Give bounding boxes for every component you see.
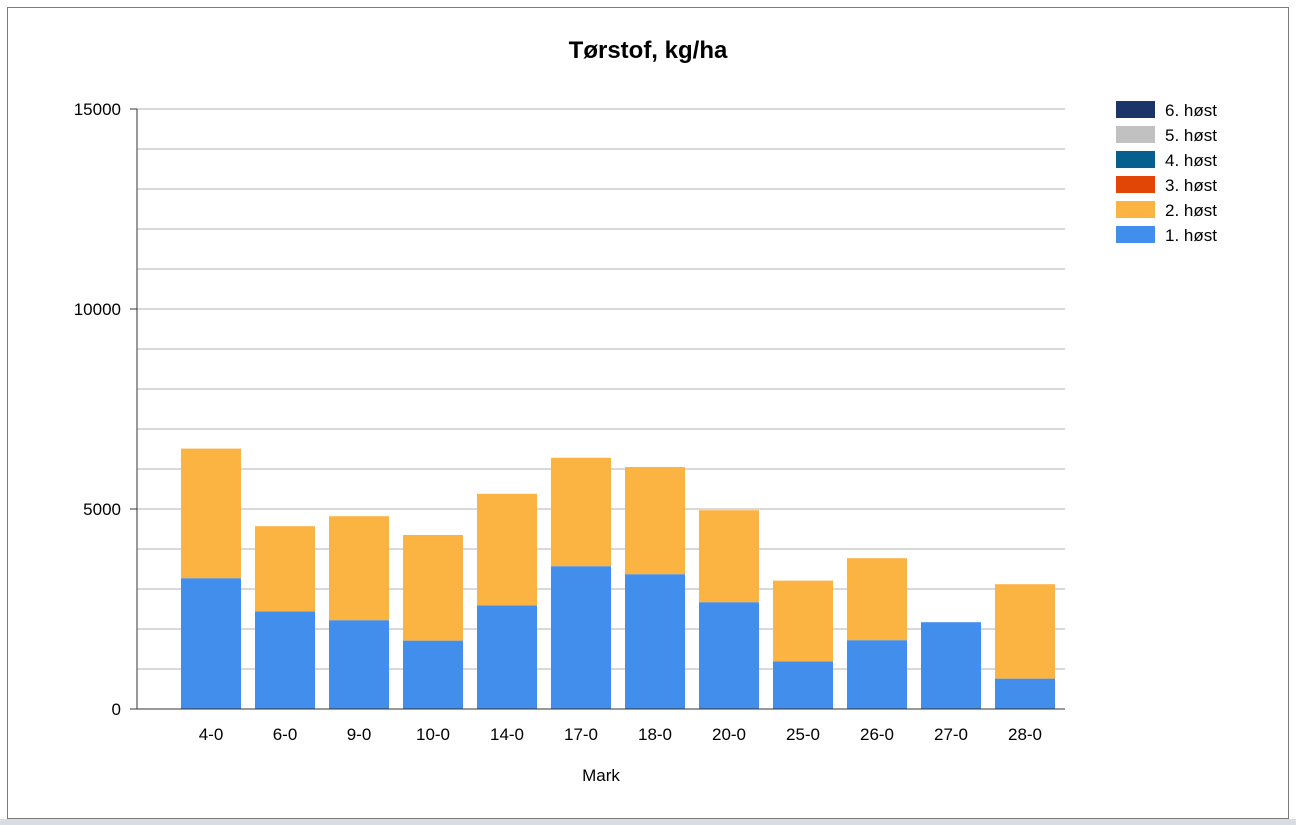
bar-segment xyxy=(847,640,907,709)
bar-segment xyxy=(773,580,833,662)
legend-swatch xyxy=(1116,101,1155,118)
bar-segment xyxy=(921,622,981,709)
y-tick-label: 15000 xyxy=(74,100,121,119)
x-tick-label: 18-0 xyxy=(638,725,672,744)
legend-swatch xyxy=(1116,201,1155,218)
x-tick-label: 28-0 xyxy=(1008,725,1042,744)
axes xyxy=(130,108,1065,710)
bar-segment xyxy=(181,578,241,709)
chart-title: Tørstof, kg/ha xyxy=(569,37,728,64)
bar-segment xyxy=(699,602,759,709)
bar-segment xyxy=(995,584,1055,679)
bar-segment xyxy=(255,611,315,709)
legend-label: 1. høst xyxy=(1165,226,1217,245)
legend-label: 4. høst xyxy=(1165,151,1217,170)
x-tick-label: 20-0 xyxy=(712,725,746,744)
legend-swatch xyxy=(1116,226,1155,243)
x-tick-label: 6-0 xyxy=(273,725,298,744)
bar-segment xyxy=(773,661,833,709)
bar-segment xyxy=(181,448,241,579)
x-tick-label: 26-0 xyxy=(860,725,894,744)
legend-swatch xyxy=(1116,176,1155,193)
bar-segment xyxy=(403,535,463,641)
bar-segment xyxy=(699,510,759,603)
x-tick-label: 4-0 xyxy=(199,725,224,744)
legend-label: 3. høst xyxy=(1165,176,1217,195)
x-tick-labels: 4-0 6-0 9-0 10-0 14-0 17-0 18-0 20-0 25-0 26-0 27-… xyxy=(199,725,1042,744)
bar-segment xyxy=(551,457,611,567)
bar-segment xyxy=(551,566,611,709)
legend-swatch xyxy=(1116,151,1155,168)
bar-segment xyxy=(625,574,685,709)
bar-segment xyxy=(255,526,315,612)
bar-segment xyxy=(329,516,389,621)
x-tick-label: 27-0 xyxy=(934,725,968,744)
y-tick-labels: 0 5000 10000 15000 xyxy=(74,100,121,719)
legend-swatch xyxy=(1116,126,1155,143)
y-tick-label: 10000 xyxy=(74,300,121,319)
bar-segment xyxy=(995,678,1055,709)
x-tick-label: 10-0 xyxy=(416,725,450,744)
legend-label: 5. høst xyxy=(1165,126,1217,145)
x-axis-label: Mark xyxy=(582,766,620,785)
legend: 6. høst 5. høst 4. høst 3. høst 2. høst 1. hø… xyxy=(1116,101,1217,245)
bar-segment xyxy=(477,605,537,709)
bar-segment xyxy=(329,620,389,709)
bar-segment xyxy=(625,467,685,575)
y-tick-label: 0 xyxy=(112,700,121,719)
bar-segment xyxy=(403,640,463,709)
legend-label: 2. høst xyxy=(1165,201,1217,220)
x-tick-label: 25-0 xyxy=(786,725,820,744)
bars xyxy=(181,448,1055,709)
x-tick-label: 14-0 xyxy=(490,725,524,744)
bar-segment xyxy=(477,493,537,606)
bar-segment xyxy=(847,558,907,641)
x-tick-label: 17-0 xyxy=(564,725,598,744)
y-tick-label: 5000 xyxy=(83,500,121,519)
window-bottom-edge xyxy=(0,819,1296,825)
x-tick-label: 9-0 xyxy=(347,725,372,744)
legend-label: 6. høst xyxy=(1165,101,1217,120)
